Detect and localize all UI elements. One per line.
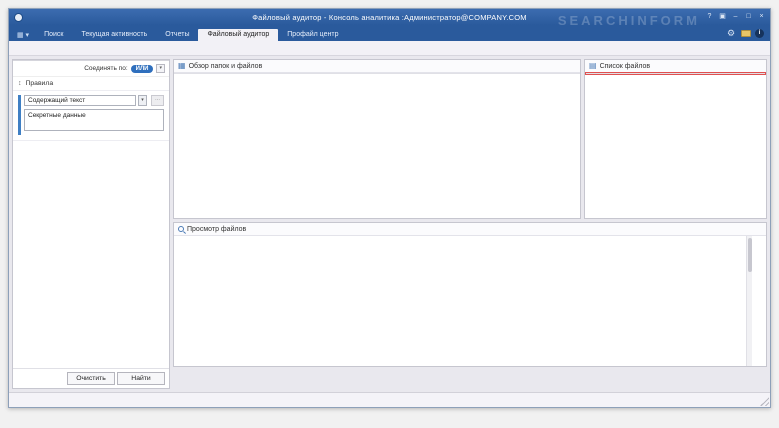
folder-browser-panel: ▦ Обзор папок и файлов [173,59,581,219]
files-panel-title: Список файлов [599,62,651,70]
filter-panel: Соединять по: ИЛИ ▾ ↕ Правила Содержащий… [12,59,170,389]
rule-text-input[interactable]: Секретные данные [24,109,164,131]
magnifier-icon [178,226,184,232]
close-button[interactable]: × [759,13,764,20]
join-by-label: Соединять по: [84,65,128,72]
ribbon-tabs: Поиск Текущая активность Отчеты Файловый ау… [35,29,347,41]
bottom-tabs [173,370,767,389]
clear-button[interactable]: Очистить [67,372,115,385]
ribbon-tab-0[interactable]: Поиск [44,31,64,38]
file-preview-panel: Просмотр файлов [173,222,767,367]
help-button[interactable]: ? [707,13,712,20]
find-button[interactable]: Найти [117,372,165,385]
app-logo-icon [14,12,23,22]
ribbon-tab-row: ▦ ▾ Поиск Текущая активность Отчеты Файловы… [9,25,770,41]
maximize-button[interactable]: □ [746,13,751,20]
app-menu-button[interactable]: ▦ ▾ [17,32,30,39]
join-by-row: Соединять по: ИЛИ ▾ [13,61,169,77]
rules-section-label: Правила [25,80,54,87]
rule-condition-select[interactable]: Содержащий текст [24,95,136,106]
titlebar: Файловый аудитор - Консоль аналитика :Ад… [9,9,770,28]
ribbon-tab-2[interactable]: Отчеты [165,31,190,38]
window-controls: ? ▣ – □ × [704,12,770,22]
browser-panel-title: Обзор папок и файлов [188,62,263,70]
filter-section-rules[interactable]: ↕ Правила [13,77,169,91]
ribbon-tab-4[interactable]: Профайл центр [287,31,339,38]
rules-editor: Содержащий текст ▾ ... Секретные данные [13,91,169,141]
accent-bar [18,95,21,135]
status-bar [9,392,770,407]
preview-panel-title: Просмотр файлов [187,225,247,233]
minimize-button[interactable]: – [733,13,738,20]
settings-icon[interactable] [725,27,737,39]
folder-icon[interactable] [741,29,751,37]
resize-grip[interactable] [760,397,769,406]
ribbon-tab-1[interactable]: Текущая активность [81,31,148,38]
join-by-toggle[interactable]: ИЛИ [130,64,154,73]
filter-panel-spacer [13,141,169,368]
ribbon-right-icons [719,27,770,41]
rule-more-button[interactable]: ... [151,95,164,106]
pin-button[interactable]: ▣ [719,13,726,20]
chevron-down-icon[interactable]: ▾ [138,95,147,106]
file-list-header [585,73,766,74]
sort-arrows-icon: ↕ [18,79,22,87]
file-list-panel: ▤ Список файлов [584,59,767,219]
vertical-scrollbar[interactable] [746,236,752,366]
grid-icon: ▦ [178,61,186,70]
tree-header [174,73,580,74]
toolbar [9,41,770,56]
center-area: ▦ Обзор папок и файлов ▤ Список файлов [173,59,767,389]
main-area: Соединять по: ИЛИ ▾ ↕ Правила Содержащий… [9,56,770,392]
filter-panel-tabs [13,60,169,61]
info-icon[interactable] [755,28,764,38]
join-by-dropdown[interactable]: ▾ [156,64,165,73]
list-icon: ▤ [589,61,597,70]
ribbon-tab-3[interactable]: Файловый аудитор [198,29,279,41]
window-title: Файловый аудитор - Консоль аналитика :Ад… [252,12,527,22]
app-window: Файловый аудитор - Консоль аналитика :Ад… [8,8,771,408]
